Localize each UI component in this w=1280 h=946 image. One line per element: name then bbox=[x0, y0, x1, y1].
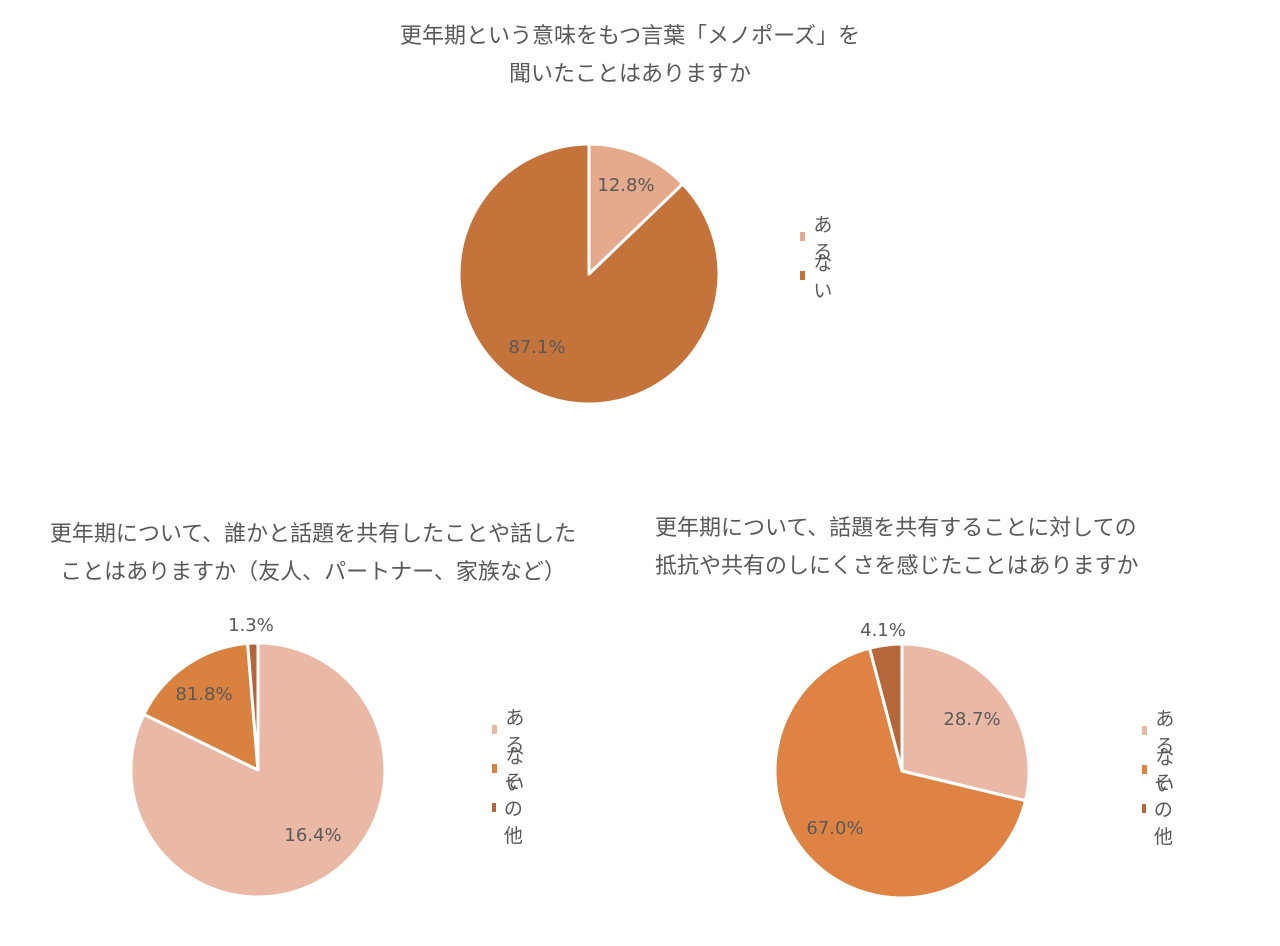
legend-label: ある bbox=[1155, 707, 1175, 757]
chart-title-line-2: 聞いたことはありますか bbox=[508, 62, 751, 87]
pie-slice-sonota bbox=[246, 641, 260, 772]
chart-title-line-1: 更年期という意味をもつ言葉「メノポーズ」を bbox=[399, 24, 861, 49]
legend-swatch bbox=[800, 271, 806, 280]
legend-item-sonota: その他 bbox=[492, 771, 528, 847]
legend-swatch bbox=[1142, 726, 1148, 735]
legend: ある ない その他 bbox=[1142, 708, 1178, 848]
chart-title-line-1: 更年期について、話題を共有することに対しての bbox=[655, 516, 1137, 541]
legend-item-sonota: その他 bbox=[1142, 772, 1178, 848]
pie-chart: 12.8% 87.1% bbox=[457, 142, 721, 406]
pie-slice-nai bbox=[457, 142, 721, 406]
legend-label: ない bbox=[1155, 746, 1175, 796]
data-label-aru: 28.7% bbox=[943, 709, 1000, 730]
pie-chart: 81.8% 16.4% 1.3% bbox=[129, 615, 387, 899]
chart-title-line-2: ことはありますか（友人、パートナー、家族など） bbox=[60, 560, 566, 585]
legend-item-nai: ない bbox=[1142, 747, 1178, 796]
chart-title: 更年期という意味をもつ言葉「メノポーズ」を 聞いたことはありますか bbox=[320, 18, 940, 94]
chart-title: 更年期について、話題を共有することに対しての 抵抗や共有のしにくさを感じたことは… bbox=[655, 510, 1215, 586]
pie-slice-nai bbox=[773, 646, 1027, 900]
legend-label: その他 bbox=[1153, 772, 1173, 848]
legend-label: ない bbox=[813, 252, 833, 302]
legend: ある ない bbox=[800, 214, 836, 302]
legend-swatch bbox=[492, 764, 498, 773]
legend-item-nai: ない bbox=[492, 746, 528, 795]
legend-swatch bbox=[1142, 765, 1148, 774]
legend-item-aru: ある bbox=[1142, 708, 1178, 757]
pie-chart: 28.7% 67.0% 4.1% bbox=[773, 620, 1031, 900]
data-label-aru: 81.8% bbox=[175, 684, 232, 705]
pie-slice-sonota bbox=[868, 642, 904, 773]
chart-title-line-2: 抵抗や共有のしにくさを感じたことはありますか bbox=[655, 554, 1139, 579]
data-label-nai: 67.0% bbox=[806, 818, 863, 839]
data-label-nai: 16.4% bbox=[284, 825, 341, 846]
pie-slice-nai bbox=[142, 641, 260, 772]
data-label-sonota: 4.1% bbox=[860, 620, 906, 641]
legend-swatch bbox=[492, 725, 498, 734]
legend-item-nai: ない bbox=[800, 253, 836, 302]
chart-title-line-1: 更年期について、誰かと話題を共有したことや話した bbox=[49, 522, 577, 547]
legend-label: ない bbox=[505, 745, 525, 795]
data-label-aru: 12.8% bbox=[597, 175, 654, 196]
legend-label: ある bbox=[813, 213, 833, 263]
legend-label: その他 bbox=[503, 771, 523, 847]
data-label-sonota: 1.3% bbox=[228, 615, 274, 636]
chart-title: 更年期について、誰かと話題を共有したことや話した ことはありますか（友人、パート… bbox=[18, 516, 608, 592]
legend-swatch bbox=[1142, 804, 1146, 813]
pie-slice-aru bbox=[900, 642, 1031, 803]
legend-item-aru: ある bbox=[492, 707, 528, 756]
pie-slice-aru bbox=[587, 142, 685, 276]
legend-swatch bbox=[492, 803, 496, 812]
legend-label: ある bbox=[505, 706, 525, 756]
legend: ある ない その他 bbox=[492, 707, 528, 847]
data-label-nai: 87.1% bbox=[508, 337, 565, 358]
legend-swatch bbox=[800, 232, 806, 241]
pie-slice-aru bbox=[129, 641, 387, 899]
legend-item-aru: ある bbox=[800, 214, 836, 263]
